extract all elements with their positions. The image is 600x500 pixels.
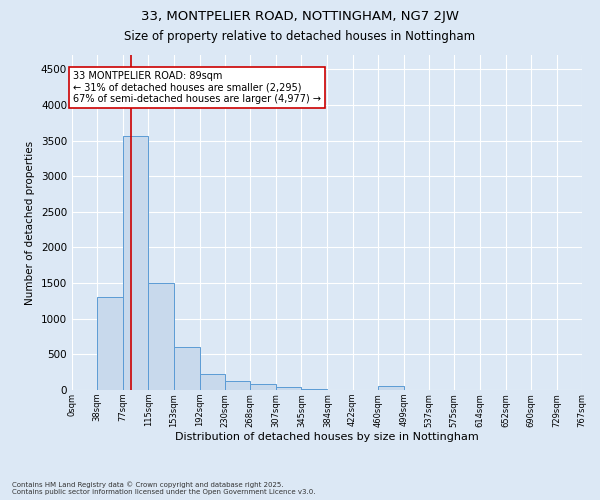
Bar [123,136,148,390]
Bar [276,387,301,390]
Text: 33, MONTPELIER ROAD, NOTTINGHAM, NG7 2JW: 33, MONTPELIER ROAD, NOTTINGHAM, NG7 2JW [141,10,459,23]
Bar [250,384,276,390]
Bar [148,283,174,390]
Text: 33 MONTPELIER ROAD: 89sqm
← 31% of detached houses are smaller (2,295)
67% of se: 33 MONTPELIER ROAD: 89sqm ← 31% of detac… [73,70,322,104]
Bar [225,382,250,390]
Bar [97,298,123,390]
Bar [200,374,225,390]
Text: Size of property relative to detached houses in Nottingham: Size of property relative to detached ho… [124,30,476,43]
Y-axis label: Number of detached properties: Number of detached properties [25,140,35,304]
X-axis label: Distribution of detached houses by size in Nottingham: Distribution of detached houses by size … [175,432,479,442]
Bar [378,386,404,390]
Text: Contains HM Land Registry data © Crown copyright and database right 2025.
Contai: Contains HM Land Registry data © Crown c… [12,482,316,495]
Bar [174,347,200,390]
